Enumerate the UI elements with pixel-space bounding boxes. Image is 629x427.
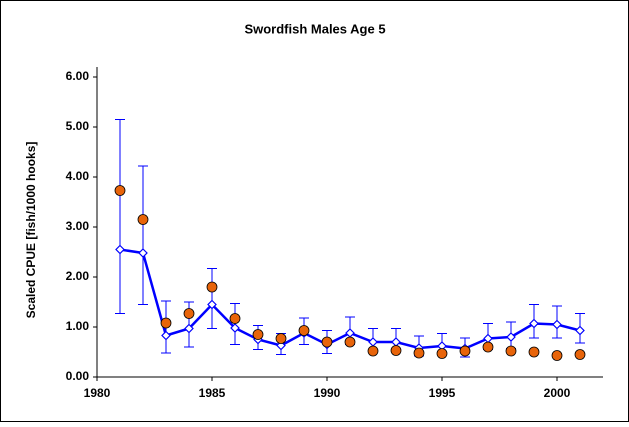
- point-marker: [505, 345, 517, 357]
- point-marker: [229, 313, 241, 324]
- point-marker: [230, 323, 240, 333]
- point-marker: [552, 319, 562, 330]
- y-tick-label: 3.00: [66, 219, 90, 233]
- point-marker: [436, 348, 448, 359]
- point-marker: [137, 214, 149, 225]
- error-bar: [115, 119, 125, 314]
- y-axis-label: Scaled CPUE [fish/1000 hooks]: [24, 142, 38, 319]
- y-tick-label: 5.00: [66, 119, 90, 133]
- point-marker: [528, 346, 540, 358]
- point-marker: [114, 185, 126, 196]
- x-tick-label: 1985: [199, 386, 226, 400]
- point-marker: [574, 349, 586, 360]
- point-marker: [390, 345, 402, 356]
- point-marker: [161, 330, 171, 341]
- y-tick-label: 4.00: [66, 169, 90, 183]
- point-marker: [184, 323, 194, 334]
- point-marker: [413, 347, 425, 359]
- x-tick-label: 2000: [544, 386, 571, 400]
- point-marker: [344, 336, 356, 348]
- point-marker: [459, 345, 471, 357]
- y-tick-label: 0.00: [66, 369, 90, 383]
- y-tick-label: 6.00: [66, 69, 90, 83]
- point-marker: [367, 345, 379, 357]
- point-marker: [551, 350, 563, 361]
- x-tick-label: 1995: [429, 386, 456, 400]
- x-tick-label: 1990: [314, 386, 341, 400]
- point-marker: [321, 336, 333, 348]
- chart-title: Swordfish Males Age 5: [244, 21, 385, 36]
- point-marker: [138, 248, 148, 258]
- y-tick-label: 1.00: [66, 319, 90, 333]
- error-bar: [138, 165, 148, 305]
- x-tick-label: 1980: [84, 386, 111, 400]
- point-marker: [207, 299, 217, 310]
- point-marker: [206, 281, 218, 293]
- point-marker: [575, 325, 585, 336]
- point-marker: [252, 329, 264, 340]
- error-bar: [207, 268, 217, 329]
- point-marker: [529, 318, 539, 329]
- point-marker: [275, 333, 287, 344]
- point-marker: [298, 325, 310, 336]
- point-marker: [160, 317, 172, 329]
- y-tick-label: 2.00: [66, 269, 90, 283]
- point-marker: [183, 308, 195, 319]
- point-marker: [482, 341, 494, 353]
- point-marker: [115, 244, 125, 255]
- point-marker: [506, 332, 516, 342]
